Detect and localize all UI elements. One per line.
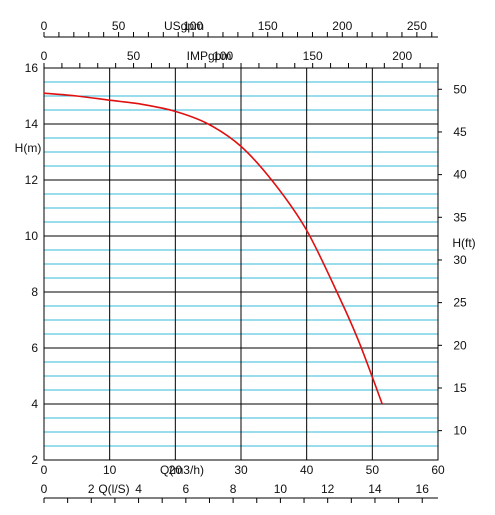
left-tick-label: 12 xyxy=(25,173,39,187)
right-tick-label: 25 xyxy=(453,296,467,310)
left-tick-label: 16 xyxy=(25,61,39,75)
top-usgpm-axis-label: USgpm xyxy=(164,19,204,33)
bottom-ls-tick-label: 2 xyxy=(88,482,95,496)
left-tick-label: 14 xyxy=(25,117,39,131)
right-tick-label: 20 xyxy=(453,338,467,352)
top-usgpm-tick-label: 250 xyxy=(407,19,427,33)
bottom-ls-axis-label: Q(l/S) xyxy=(98,482,129,496)
right-tick-label: 10 xyxy=(453,424,467,438)
left-tick-label: 10 xyxy=(25,229,39,243)
bottom-m3h-axis-label: Q(m3/h) xyxy=(160,463,204,477)
grid xyxy=(43,67,439,461)
bottom-m3h-tick-label: 30 xyxy=(234,463,248,477)
left-tick-label: 2 xyxy=(31,453,38,467)
bottom-ls-tick-label: 12 xyxy=(321,482,335,496)
bottom-ls-tick-label: 0 xyxy=(41,482,48,496)
left-tick-label: 8 xyxy=(31,285,38,299)
right-tick-label: 50 xyxy=(453,82,467,96)
left-axis-label: H(m) xyxy=(15,141,42,155)
series-line xyxy=(43,92,383,405)
bottom-ls-tick-label: 10 xyxy=(274,482,288,496)
right-axis-label: H(ft) xyxy=(452,236,475,250)
top-impgpm-tick-label: 0 xyxy=(41,49,48,63)
top-impgpm-axis-label: IMPgpm xyxy=(187,49,232,63)
bottom-m3h-tick-label: 40 xyxy=(300,463,314,477)
bottom-ls-tick-label: 16 xyxy=(416,482,430,496)
bottom-m3h-tick-label: 60 xyxy=(431,463,445,477)
left-tick-label: 4 xyxy=(31,397,38,411)
top-usgpm-tick-label: 200 xyxy=(332,19,352,33)
right-tick-label: 15 xyxy=(453,381,467,395)
right-tick-label: 30 xyxy=(453,253,467,267)
top-usgpm-tick-label: 0 xyxy=(41,19,48,33)
bottom-ls-tick-label: 4 xyxy=(135,482,142,496)
top-usgpm-tick-label: 50 xyxy=(112,19,126,33)
top-impgpm-tick-label: 200 xyxy=(392,49,412,63)
bottom-ls-tick-label: 6 xyxy=(182,482,189,496)
bottom-m3h-tick-label: 50 xyxy=(366,463,380,477)
bottom-ls-tick-label: 14 xyxy=(368,482,382,496)
curve xyxy=(43,92,383,405)
right-tick-label: 40 xyxy=(453,168,467,182)
top-impgpm-tick-label: 150 xyxy=(303,49,323,63)
bottom-ls-tick-label: 8 xyxy=(230,482,237,496)
left-tick-label: 6 xyxy=(31,341,38,355)
bottom-m3h-tick-label: 20 xyxy=(169,463,183,477)
axes: 246810121416H(m)101520253035404550H(ft)0… xyxy=(15,19,476,503)
right-tick-label: 35 xyxy=(453,210,467,224)
bottom-m3h-tick-label: 0 xyxy=(41,463,48,477)
top-usgpm-tick-label: 100 xyxy=(183,19,203,33)
top-usgpm-tick-label: 150 xyxy=(258,19,278,33)
bottom-m3h-tick-label: 10 xyxy=(103,463,117,477)
top-impgpm-tick-label: 50 xyxy=(127,49,141,63)
right-tick-label: 45 xyxy=(453,125,467,139)
top-impgpm-tick-label: 100 xyxy=(213,49,233,63)
